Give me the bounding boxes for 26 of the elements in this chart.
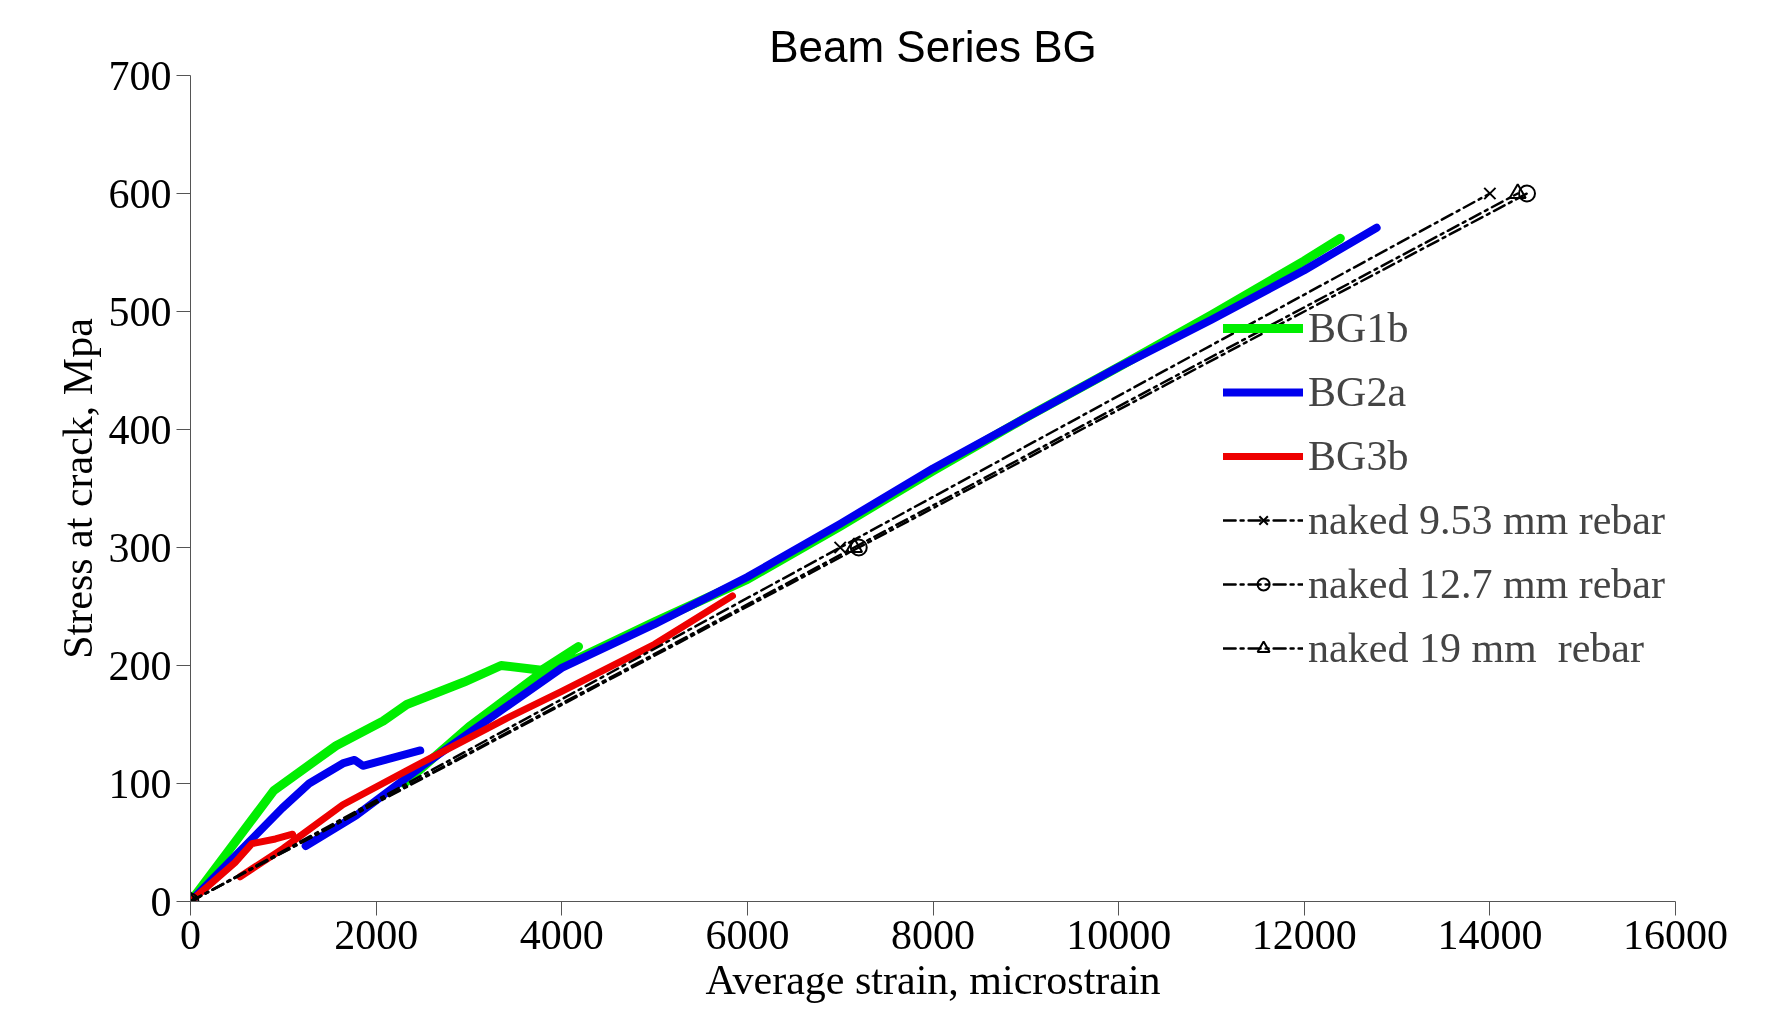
y-tick-label: 0 — [150, 878, 172, 925]
x-tick-label: 14000 — [1437, 911, 1543, 958]
legend-label: naked 12.7 mm rebar — [1308, 560, 1665, 609]
x-tick-label: 4000 — [519, 911, 604, 958]
x-axis-title: Average strain, microstrain — [705, 956, 1161, 1003]
legend-label: naked 9.53 mm rebar — [1308, 496, 1665, 545]
x-tick-label: 8000 — [891, 911, 975, 958]
y-tick-label: 700 — [108, 52, 172, 99]
y-tick-label: 300 — [108, 524, 172, 571]
y-axis-title: Stress at crack, Mpa — [54, 317, 101, 659]
y-tick-label: 500 — [108, 288, 172, 335]
y-tick-label: 400 — [108, 406, 172, 453]
legend-label: BG1b — [1308, 304, 1409, 353]
x-tick-label: 12000 — [1251, 911, 1357, 958]
legend-label: BG2a — [1308, 368, 1407, 417]
legend-label: naked 19 mm rebar — [1308, 624, 1644, 673]
legend-label: BG3b — [1308, 432, 1409, 481]
y-tick-label: 600 — [108, 170, 172, 217]
x-tick-label: 16000 — [1623, 911, 1728, 958]
x-tick-label: 2000 — [334, 911, 419, 958]
y-tick-label: 100 — [108, 760, 172, 807]
chart-title: Beam Series BG — [769, 21, 1097, 71]
x-tick-label: 0 — [180, 911, 201, 958]
x-tick-label: 10000 — [1066, 911, 1172, 958]
x-tick-label: 6000 — [705, 911, 790, 958]
y-tick-label: 200 — [108, 642, 172, 689]
